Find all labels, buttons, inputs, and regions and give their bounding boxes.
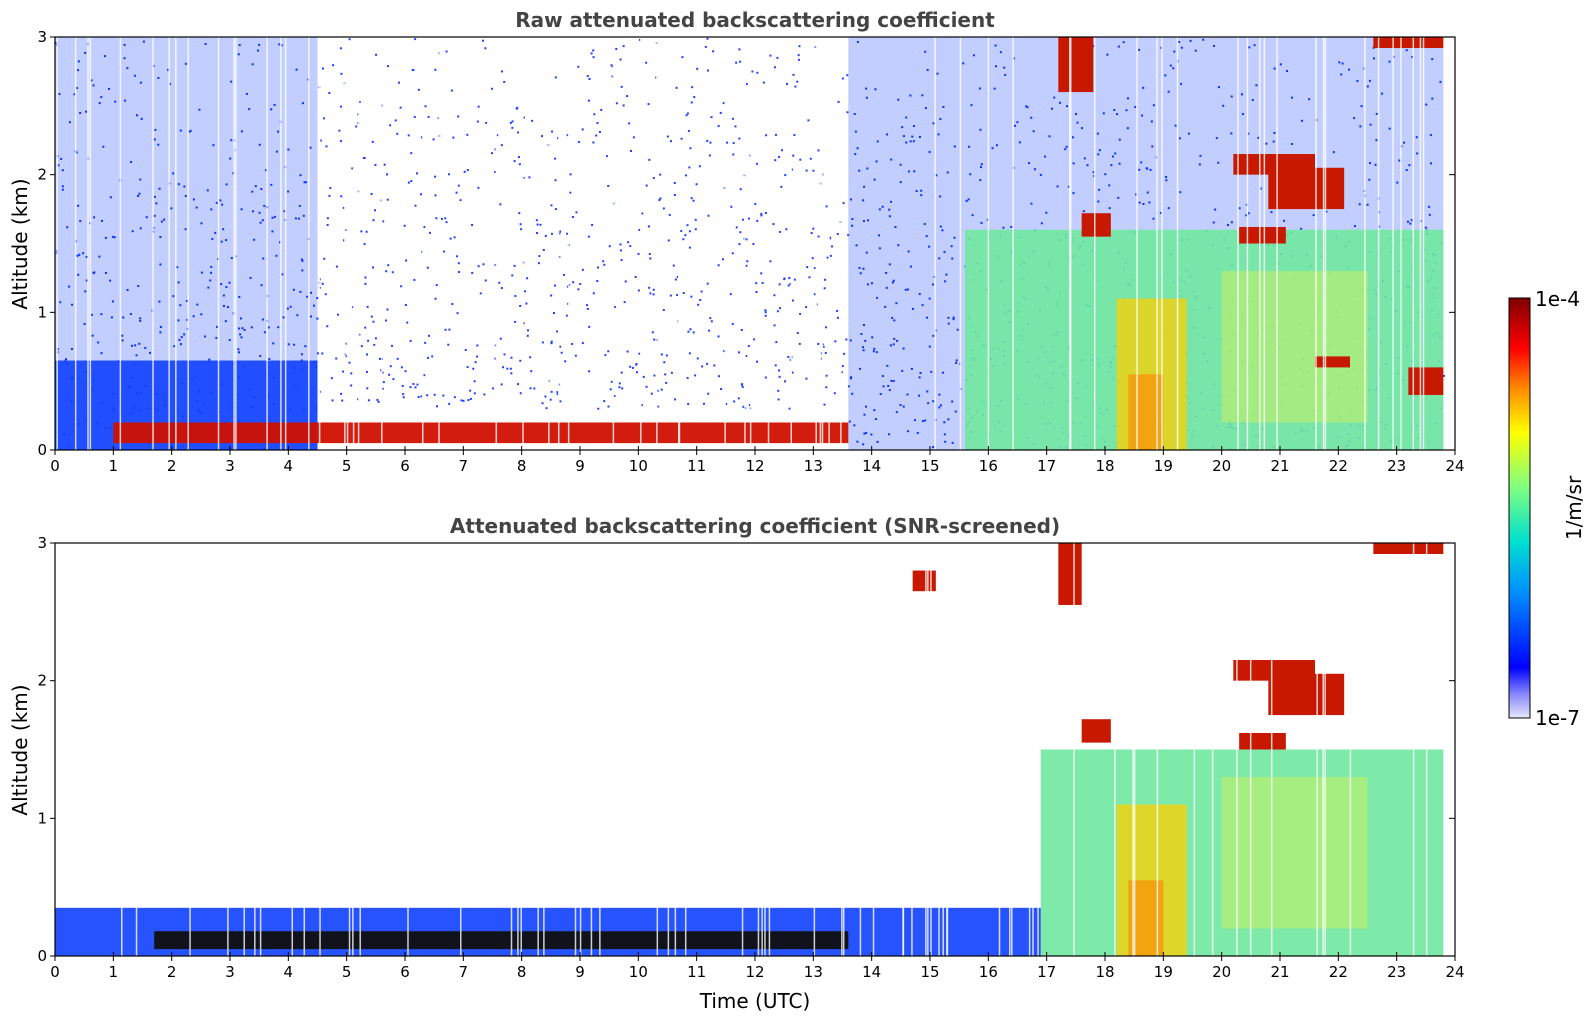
heatmap-feature-cloud [1058,37,1094,93]
data-gap-stripes [120,543,1428,956]
y-tick-label: 3 [37,28,47,46]
x-tick-label: 24 [1445,963,1464,981]
x-tick-label: 21 [1270,457,1289,475]
heatmap-feature-cloud [1081,213,1111,237]
x-tick-label: 22 [1329,457,1348,475]
x-tick-label: 16 [979,963,998,981]
x-tick-label: 14 [862,963,881,981]
heatmap-feature-cloud [912,570,936,592]
heatmap-feature-cloud [1373,37,1444,49]
x-tick-label: 5 [342,963,352,981]
x-tick-label: 9 [575,963,585,981]
x-tick-label: 19 [1154,457,1173,475]
x-tick-label: 23 [1387,457,1406,475]
panel2-xlabel: Time (UTC) [699,989,811,1013]
panel1-ylabel: Altitude (km) [8,178,32,309]
colorbar-min-label: 1e-7 [1535,706,1580,730]
heatmap-feature-cloud [1239,226,1286,244]
x-tick-label: 8 [517,963,527,981]
y-tick-label: 2 [37,672,47,690]
x-tick-label: 10 [629,457,648,475]
heatmap-feature-cloud [1081,719,1111,743]
panel2-heatmap [55,543,1444,956]
x-tick-label: 7 [459,963,469,981]
heatmap-feature-cloud [1373,543,1444,555]
panel2-ylabel: Altitude (km) [8,684,32,815]
x-tick-label: 4 [284,963,294,981]
x-tick-label: 6 [400,457,410,475]
panel1-heatmap [55,37,1445,450]
snr-screened-panel: Attenuated backscattering coefficient (S… [8,514,1465,1013]
x-tick-label: 15 [920,963,939,981]
x-tick-label: 17 [1037,457,1056,475]
x-tick-label: 6 [400,963,410,981]
colorbar-gradient [1508,297,1531,719]
heatmap-feature-aerosol-green [965,229,1444,450]
noise-specks [318,37,850,410]
heatmap-feature-cloud [1268,673,1345,716]
x-tick-label: 13 [804,457,823,475]
heatmap-feature-saturated [154,931,849,950]
x-tick-label: 3 [225,457,235,475]
y-tick-label: 0 [37,947,47,965]
y-tick-label: 2 [37,166,47,184]
x-tick-label: 7 [459,457,469,475]
heatmap-feature-cloud [1268,167,1345,210]
x-tick-label: 9 [575,457,585,475]
x-tick-label: 19 [1154,963,1173,981]
panel2-x-ticks: 0 1 2 3 4 5 6 7 8 9 10 11 12 13 14 15 16 17 18 19 20 21 22 23 24 [50,952,1465,981]
x-tick-label: 13 [804,963,823,981]
panel1-y-ticks: 0 1 2 3 [37,28,1455,459]
x-tick-label: 1 [109,963,119,981]
x-tick-label: 2 [167,457,177,475]
x-tick-label: 11 [687,457,706,475]
heatmap-feature-cloud [1239,732,1286,750]
y-tick-label: 0 [37,441,47,459]
y-tick-label: 1 [37,303,47,321]
heatmap-feature-cloud [1315,356,1350,368]
panel1-title: Raw attenuated backscattering coefficien… [515,8,995,32]
x-tick-label: 20 [1212,457,1231,475]
panel2-title: Attenuated backscattering coefficient (S… [450,514,1060,538]
heatmap-feature-cloud [1408,367,1444,395]
x-tick-label: 17 [1037,963,1056,981]
x-tick-label: 14 [862,457,881,475]
x-tick-label: 21 [1270,963,1289,981]
y-tick-label: 1 [37,809,47,827]
panel1-x-ticks: 0 1 2 3 4 5 6 7 8 9 10 11 12 13 14 15 16 17 18 19 20 21 22 23 24 [50,446,1465,475]
x-tick-label: 5 [342,457,352,475]
colorbar-units: 1/m/sr [1562,475,1586,540]
x-tick-label: 18 [1095,457,1114,475]
x-tick-label: 10 [629,963,648,981]
y-tick-label: 3 [37,534,47,552]
x-tick-label: 12 [745,963,764,981]
panel2-y-ticks: 0 1 2 3 [37,534,1455,965]
x-tick-label: 11 [687,963,706,981]
x-tick-label: 20 [1212,963,1231,981]
data-gap-stripes [56,37,1425,450]
heatmap-feature-cloud [1058,543,1082,605]
x-tick-label: 8 [517,457,527,475]
x-tick-label: 23 [1387,963,1406,981]
x-tick-label: 12 [745,457,764,475]
x-tick-label: 0 [50,457,60,475]
raw-backscatter-panel: Raw attenuated backscattering coefficien… [8,8,1465,475]
heatmap-feature-aerosol-red [113,422,849,444]
x-tick-label: 16 [979,457,998,475]
x-tick-label: 0 [50,963,60,981]
x-tick-label: 1 [109,457,119,475]
x-tick-label: 22 [1329,963,1348,981]
x-tick-label: 15 [920,457,939,475]
colorbar-max-label: 1e-4 [1535,287,1580,311]
x-tick-label: 18 [1095,963,1114,981]
x-tick-label: 24 [1445,457,1464,475]
x-tick-label: 3 [225,963,235,981]
x-tick-label: 4 [284,457,294,475]
x-tick-label: 2 [167,963,177,981]
aerosol-plume [1116,271,1368,450]
colorbar: 1e-4 1e-7 1/m/sr [1508,287,1586,730]
